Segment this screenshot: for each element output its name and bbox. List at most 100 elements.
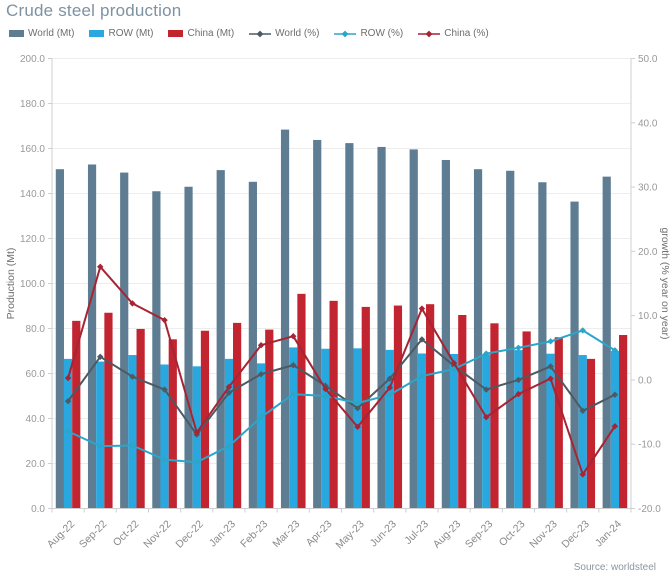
right-axis-tick-label: -10.0	[638, 440, 661, 451]
legend-item-label: China (%)	[444, 28, 489, 39]
row-line-marker	[354, 399, 361, 407]
right-axis-tick-label: 50.0	[638, 54, 658, 65]
legend-bar-swatch-icon	[9, 30, 24, 37]
x-axis-category-label: Jun-23	[368, 518, 399, 549]
china-line-marker	[515, 390, 522, 398]
world-bar	[506, 170, 515, 509]
world-line-marker	[386, 375, 393, 382]
world-bar	[280, 129, 290, 509]
legend-item-row: ROW (%)	[334, 28, 403, 39]
china-line-marker	[64, 374, 72, 382]
china-bar	[329, 300, 338, 509]
x-axis-category-label: Apr-23	[304, 518, 335, 549]
legend-item-label: China (Mt)	[187, 28, 235, 39]
world-line-marker	[579, 407, 586, 414]
china-line-marker	[450, 360, 458, 367]
row-bar	[160, 364, 169, 509]
world-line-marker	[290, 361, 297, 369]
china-bar	[458, 315, 467, 509]
world-bar	[473, 169, 483, 509]
x-axis-category-label: Dec-23	[559, 518, 592, 551]
chart-legend: World (Mt) ROW (Mt) China (Mt) World (%) ROW…	[9, 28, 489, 39]
left-axis-tick-label: 20.0	[26, 459, 46, 470]
crude-steel-combo-chart: 0.0 20.0 40.0 60.0 80.0 100.0 120.0 140.0 160.0 1…	[5, 54, 671, 551]
legend-item-china: China (%)	[418, 28, 489, 39]
world-bar	[184, 186, 193, 509]
china-line-marker	[483, 414, 490, 421]
row-bar	[96, 361, 105, 509]
china-line-marker	[418, 305, 426, 312]
china-line	[67, 265, 616, 476]
world-bar	[152, 191, 161, 509]
row-bar	[610, 351, 620, 509]
x-axis-category-label: Jan-23	[207, 518, 238, 549]
x-axis-category-label: Sep-22	[77, 518, 110, 551]
x-axis-category-label: Feb-23	[238, 518, 270, 550]
world-line-marker	[129, 373, 136, 380]
left-axis-tick-label: 200.0	[20, 54, 45, 65]
world-line-marker	[611, 391, 619, 398]
row-line-marker	[418, 372, 426, 380]
legend-item-row-mt: ROW (Mt)	[89, 28, 153, 39]
world-bar	[441, 159, 450, 509]
china-bar	[265, 329, 274, 509]
x-axis-category-label: Sep-23	[463, 518, 496, 551]
world-line-marker	[161, 386, 168, 393]
china-bar	[104, 312, 113, 509]
row-line-marker	[290, 390, 297, 398]
china-line-marker	[611, 423, 619, 430]
world-bar	[216, 170, 225, 509]
china-line-marker	[129, 300, 136, 307]
china-bar	[233, 322, 242, 509]
right-axis-tick-label: 40.0	[638, 118, 658, 129]
world-bar	[570, 201, 579, 509]
legend-line-swatch-icon	[418, 30, 441, 37]
x-axis-category-label: Nov-23	[527, 518, 560, 551]
world-bar	[248, 181, 257, 509]
right-axis-tick-label: -20.0	[638, 504, 661, 515]
row-bar	[514, 350, 523, 509]
china-bar	[136, 328, 145, 509]
row-bar	[449, 353, 459, 509]
legend-item-china-mt: China (Mt)	[168, 28, 234, 39]
china-bar	[619, 335, 628, 509]
left-axis-tick-label: 0.0	[31, 504, 45, 515]
world-line-marker	[418, 336, 426, 343]
row-bar	[417, 353, 427, 509]
china-line-marker	[161, 316, 168, 324]
row-line-marker	[97, 442, 104, 450]
row-bar	[256, 363, 266, 509]
legend-bar-swatch-icon	[168, 30, 184, 37]
world-line-marker	[515, 376, 522, 384]
row-bar	[578, 355, 587, 509]
legend-line-swatch-icon	[249, 30, 272, 37]
china-line-marker	[547, 375, 554, 382]
row-line-marker	[161, 456, 168, 463]
world-bar	[345, 143, 354, 509]
legend-bar-swatch-icon	[89, 30, 105, 37]
left-axis-tick-label: 160.0	[20, 144, 45, 155]
china-bar	[554, 337, 563, 509]
row-bar	[321, 348, 330, 509]
world-line-marker	[225, 389, 233, 396]
world-line-marker	[257, 370, 265, 378]
left-axis-tick-label: 120.0	[20, 234, 45, 245]
row-bar	[385, 349, 394, 509]
left-axis-tick-label: 180.0	[20, 99, 45, 110]
row-bar	[128, 355, 137, 509]
left-axis-tick-label: 40.0	[26, 414, 46, 425]
x-axis-category-label: Oct-23	[497, 518, 528, 549]
chart-title: Crude steel production	[6, 1, 182, 20]
row-line-marker	[64, 428, 72, 435]
legend-item-world: World (%)	[249, 28, 319, 39]
china-line-marker	[579, 471, 586, 478]
x-axis-category-label: Oct-22	[111, 518, 142, 549]
china-bar	[168, 339, 177, 509]
right-axis-title: growth (% year on year)	[659, 227, 671, 339]
legend-item-label: World (Mt)	[28, 28, 75, 39]
world-bar	[377, 146, 386, 509]
china-bar	[426, 304, 435, 509]
x-axis-category-label: May-23	[333, 518, 366, 551]
world-line	[67, 338, 616, 436]
